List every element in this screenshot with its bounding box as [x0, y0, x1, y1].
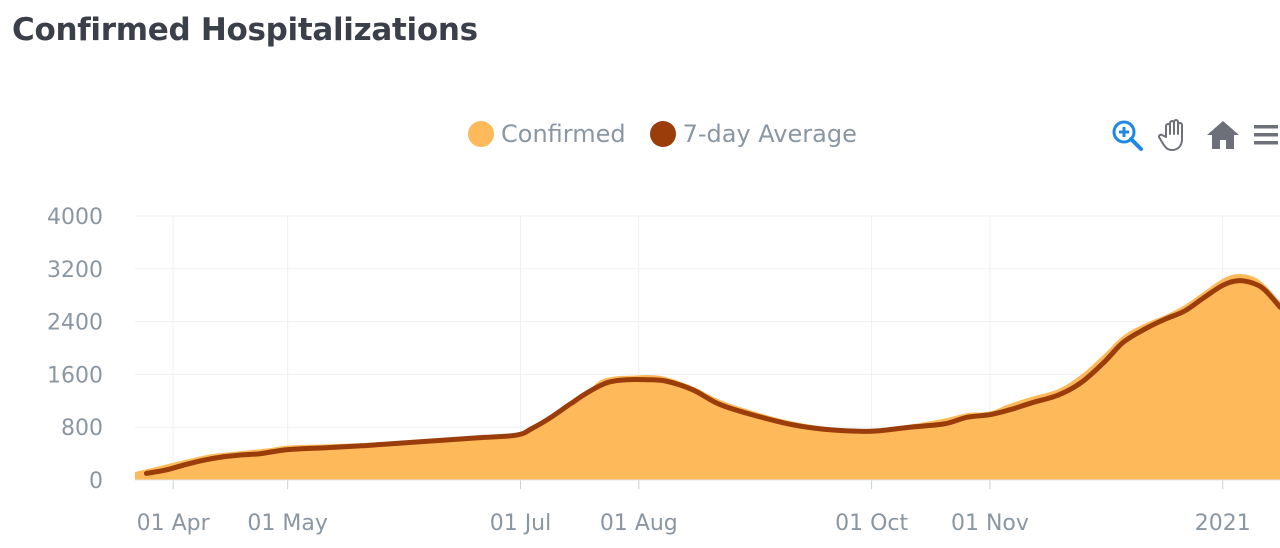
chart-toolbar: [1108, 116, 1278, 154]
menu-button[interactable]: [1252, 116, 1278, 154]
pan-hand-icon: [1158, 119, 1183, 151]
reset-zoom-button[interactable]: [1204, 116, 1242, 154]
zoom-in-button[interactable]: [1108, 116, 1146, 154]
confirmed-area: [135, 274, 1280, 480]
zoom-in-icon: [1112, 120, 1143, 151]
x-tick-label: 01 Jul: [490, 511, 552, 536]
legend-swatch-confirmed: [468, 121, 494, 147]
pan-button[interactable]: [1156, 116, 1194, 154]
legend-label-7-day-average: 7-day Average: [682, 120, 857, 148]
y-tick-label: 4000: [47, 205, 103, 230]
x-tick-label: 2021: [1195, 511, 1251, 536]
x-tick-label: 01 Oct: [835, 511, 908, 536]
x-tick-label: 01 Apr: [137, 511, 211, 536]
menu-icon: [1254, 125, 1278, 145]
page-title: Confirmed Hospitalizations: [12, 12, 478, 48]
y-tick-label: 2400: [47, 311, 103, 336]
x-tick-label: 01 Aug: [600, 511, 678, 536]
y-tick-label: 0: [89, 469, 103, 494]
legend-swatch-7-day-average: [649, 121, 676, 147]
home-icon: [1207, 121, 1239, 149]
legend-label-confirmed: Confirmed: [501, 120, 626, 148]
chart-legend: Confirmed 7-day Average: [468, 120, 881, 148]
x-tick-label: 01 May: [247, 511, 327, 536]
y-tick-label: 800: [61, 416, 103, 441]
legend-item-7-day-average[interactable]: 7-day Average: [649, 120, 857, 148]
legend-item-confirmed[interactable]: Confirmed: [468, 120, 626, 148]
y-tick-label: 3200: [47, 258, 103, 283]
y-tick-label: 1600: [47, 363, 103, 388]
x-tick-label: 01 Nov: [951, 511, 1029, 536]
seven-day-average-line: [143, 278, 1280, 476]
